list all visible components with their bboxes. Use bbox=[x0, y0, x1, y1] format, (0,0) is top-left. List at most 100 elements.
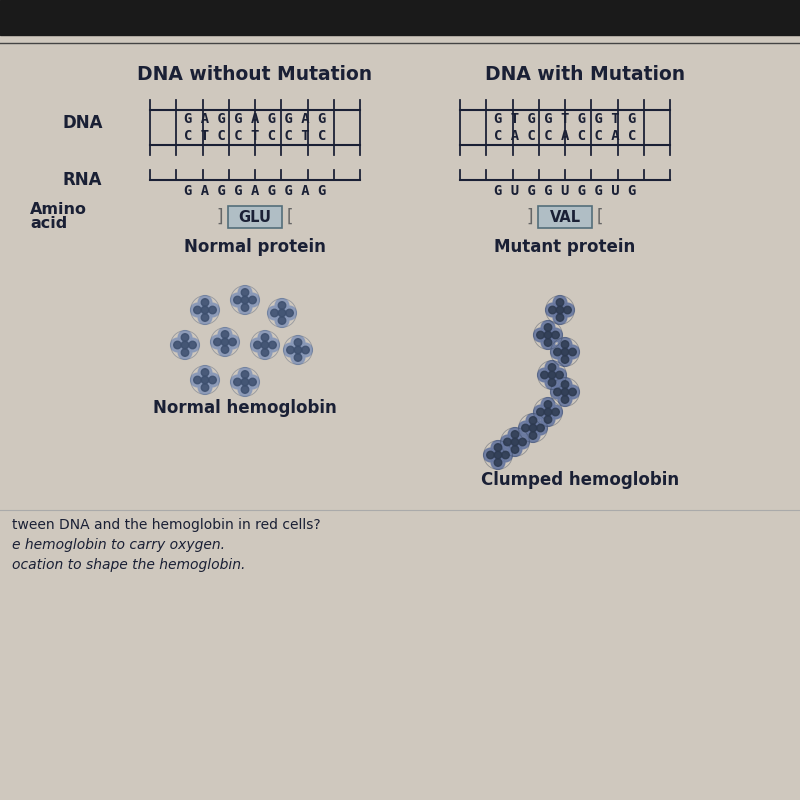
Bar bbox=[0, 0, 800, 35]
Circle shape bbox=[202, 314, 209, 322]
Circle shape bbox=[218, 342, 232, 357]
Text: RNA: RNA bbox=[62, 171, 102, 189]
Circle shape bbox=[530, 417, 537, 424]
Circle shape bbox=[556, 314, 564, 322]
Circle shape bbox=[518, 438, 526, 446]
Circle shape bbox=[209, 306, 216, 314]
Circle shape bbox=[242, 378, 249, 386]
Circle shape bbox=[278, 310, 286, 317]
Circle shape bbox=[553, 310, 567, 325]
Circle shape bbox=[562, 388, 569, 396]
Circle shape bbox=[494, 451, 502, 458]
Circle shape bbox=[511, 438, 518, 446]
Circle shape bbox=[182, 349, 189, 356]
Circle shape bbox=[544, 408, 552, 416]
Circle shape bbox=[210, 335, 224, 349]
Circle shape bbox=[214, 338, 222, 346]
Circle shape bbox=[548, 378, 556, 386]
Text: Clumped hemoglobin: Clumped hemoglobin bbox=[481, 471, 679, 489]
Circle shape bbox=[537, 331, 544, 338]
Circle shape bbox=[561, 303, 574, 317]
Circle shape bbox=[202, 376, 209, 384]
Circle shape bbox=[294, 346, 302, 354]
Circle shape bbox=[286, 310, 294, 317]
Circle shape bbox=[562, 356, 569, 363]
Circle shape bbox=[553, 368, 566, 382]
Text: C A C C A C C A C: C A C C A C C A C bbox=[494, 129, 636, 143]
Circle shape bbox=[270, 310, 278, 317]
Circle shape bbox=[562, 341, 569, 348]
Circle shape bbox=[284, 343, 298, 357]
Circle shape bbox=[530, 424, 537, 432]
Circle shape bbox=[552, 331, 559, 338]
Circle shape bbox=[266, 338, 279, 352]
Circle shape bbox=[522, 424, 530, 432]
Circle shape bbox=[275, 314, 289, 327]
Text: [: [ bbox=[286, 208, 294, 226]
Circle shape bbox=[178, 346, 192, 359]
Circle shape bbox=[291, 336, 305, 350]
Text: C T C C T C C T C: C T C C T C C T C bbox=[184, 129, 326, 143]
Circle shape bbox=[538, 368, 551, 382]
Circle shape bbox=[541, 336, 555, 350]
Circle shape bbox=[501, 435, 514, 449]
Circle shape bbox=[178, 330, 192, 344]
Circle shape bbox=[202, 369, 209, 376]
Circle shape bbox=[202, 298, 209, 306]
Text: G A G G A G G A G: G A G G A G G A G bbox=[184, 112, 326, 126]
FancyBboxPatch shape bbox=[228, 206, 282, 228]
Circle shape bbox=[494, 444, 502, 451]
Circle shape bbox=[483, 448, 498, 462]
Circle shape bbox=[294, 338, 302, 346]
Circle shape bbox=[189, 342, 196, 349]
Circle shape bbox=[246, 375, 259, 389]
Circle shape bbox=[278, 302, 286, 310]
Circle shape bbox=[545, 376, 559, 390]
Circle shape bbox=[298, 343, 312, 357]
Circle shape bbox=[249, 296, 256, 304]
Text: DNA with Mutation: DNA with Mutation bbox=[485, 66, 685, 85]
Circle shape bbox=[511, 430, 518, 438]
Circle shape bbox=[548, 364, 556, 371]
Circle shape bbox=[254, 342, 262, 349]
Circle shape bbox=[242, 289, 249, 296]
Text: Mutant protein: Mutant protein bbox=[494, 238, 636, 256]
Circle shape bbox=[182, 342, 189, 349]
Text: ]: ] bbox=[217, 208, 223, 226]
Circle shape bbox=[558, 393, 572, 406]
Circle shape bbox=[209, 376, 216, 384]
Circle shape bbox=[262, 342, 269, 349]
Circle shape bbox=[511, 446, 518, 454]
Circle shape bbox=[494, 458, 502, 466]
Circle shape bbox=[566, 345, 579, 359]
Circle shape bbox=[504, 438, 511, 446]
Circle shape bbox=[234, 296, 242, 304]
Circle shape bbox=[526, 414, 540, 427]
Circle shape bbox=[544, 331, 552, 338]
Circle shape bbox=[544, 401, 552, 408]
Text: acid: acid bbox=[30, 217, 67, 231]
Circle shape bbox=[230, 293, 244, 307]
Text: GLU: GLU bbox=[238, 210, 271, 225]
Circle shape bbox=[262, 334, 269, 342]
Circle shape bbox=[198, 296, 212, 310]
Circle shape bbox=[516, 435, 530, 449]
Circle shape bbox=[206, 303, 219, 317]
Circle shape bbox=[170, 338, 184, 352]
Circle shape bbox=[534, 421, 547, 435]
Circle shape bbox=[502, 451, 510, 458]
Circle shape bbox=[558, 353, 572, 366]
Circle shape bbox=[202, 384, 209, 391]
Circle shape bbox=[269, 342, 276, 349]
Text: [: [ bbox=[597, 208, 603, 226]
Circle shape bbox=[508, 427, 522, 442]
Circle shape bbox=[526, 429, 540, 442]
Circle shape bbox=[222, 330, 229, 338]
Text: tween DNA and the hemoglobin in red cells?: tween DNA and the hemoglobin in red cell… bbox=[12, 518, 321, 532]
Circle shape bbox=[238, 301, 252, 314]
Circle shape bbox=[234, 378, 242, 386]
Circle shape bbox=[549, 328, 562, 342]
Circle shape bbox=[554, 348, 562, 356]
Circle shape bbox=[562, 396, 569, 403]
Circle shape bbox=[206, 373, 219, 387]
